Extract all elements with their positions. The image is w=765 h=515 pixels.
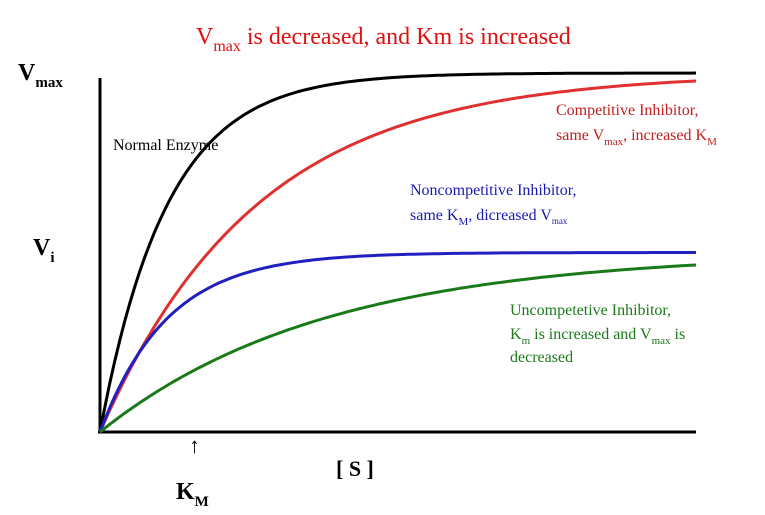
km-axis-label: KM [176, 479, 209, 510]
vi-axis-label: Vi [33, 235, 55, 266]
competitive-line2: same Vmax, increased KM [556, 127, 717, 148]
normal-curve [98, 71, 697, 433]
uncompetitive-line3: decreased [510, 349, 573, 366]
chart-title: Vmax is decreased, and Km is increased [196, 24, 571, 55]
vmax-sub: max [35, 75, 63, 91]
vmax-main: V [18, 60, 36, 86]
noncompetitive-line2: same KM, dicreased Vmax [410, 207, 568, 228]
noncompetitive-curve [98, 251, 696, 433]
title-sub: max [213, 38, 241, 55]
vmax-axis-label: Vmax [18, 60, 63, 91]
competitive-curve [98, 79, 697, 433]
noncompetitive-label: Noncompetitive Inhibitor, same KM, dicre… [410, 182, 576, 228]
uncompetitive-label: Uncompetetive Inhibitor, Km is increased… [510, 302, 685, 366]
noncompetitive-line1: Noncompetitive Inhibitor, [410, 182, 576, 199]
vi-sub: i [50, 250, 54, 266]
km-sub: M [195, 494, 209, 510]
uncompetitive-line1: Uncompetetive Inhibitor, [510, 302, 671, 319]
normal-enzyme-label: Normal Enzyme [113, 137, 218, 154]
competitive-line1: Competitive Inhibitor, [556, 102, 698, 119]
uncompetitive-line2: Km is increased and Vmax is [510, 326, 685, 347]
uncompetitive-curve [99, 263, 697, 434]
curves-group [98, 71, 697, 434]
km-arrow: ↑ [189, 433, 200, 458]
x-axis-label: [ S ] [336, 456, 374, 481]
title-rest: is decreased, and Km is increased [241, 24, 571, 50]
km-main: K [176, 479, 195, 505]
vi-main: V [33, 235, 51, 261]
competitive-label: Competitive Inhibitor, same Vmax, increa… [556, 102, 717, 148]
title-main: V [196, 24, 214, 50]
